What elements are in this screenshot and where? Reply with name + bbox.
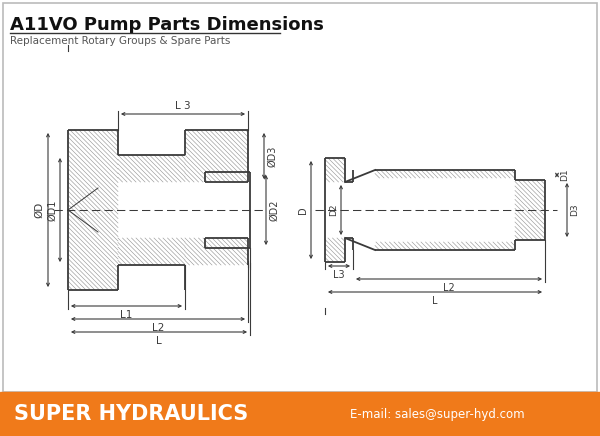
Text: L2: L2 <box>152 323 164 333</box>
Text: L: L <box>432 296 438 306</box>
Text: L2: L2 <box>443 283 455 293</box>
Text: ØD1: ØD1 <box>47 199 57 221</box>
Text: D: D <box>298 206 308 214</box>
Bar <box>3 3 597 392</box>
Text: ØD2: ØD2 <box>269 199 279 221</box>
Bar <box>0 392 600 436</box>
Text: L1: L1 <box>121 310 133 320</box>
Text: D2: D2 <box>329 204 338 216</box>
Text: L3: L3 <box>333 270 345 280</box>
Text: D3: D3 <box>570 204 579 216</box>
Text: D1: D1 <box>560 169 569 181</box>
Text: L: L <box>156 336 162 346</box>
Text: ØD3: ØD3 <box>267 145 277 167</box>
Text: SUPER HYDRAULICS: SUPER HYDRAULICS <box>14 404 248 424</box>
Text: L 3: L 3 <box>175 101 191 111</box>
Text: ØD: ØD <box>34 202 44 218</box>
Text: E-mail: sales@super-hyd.com: E-mail: sales@super-hyd.com <box>350 408 524 420</box>
Text: A11VO Pump Parts Dimensions: A11VO Pump Parts Dimensions <box>10 16 324 34</box>
Text: Replacement Rotary Groups & Spare Parts: Replacement Rotary Groups & Spare Parts <box>10 36 230 46</box>
